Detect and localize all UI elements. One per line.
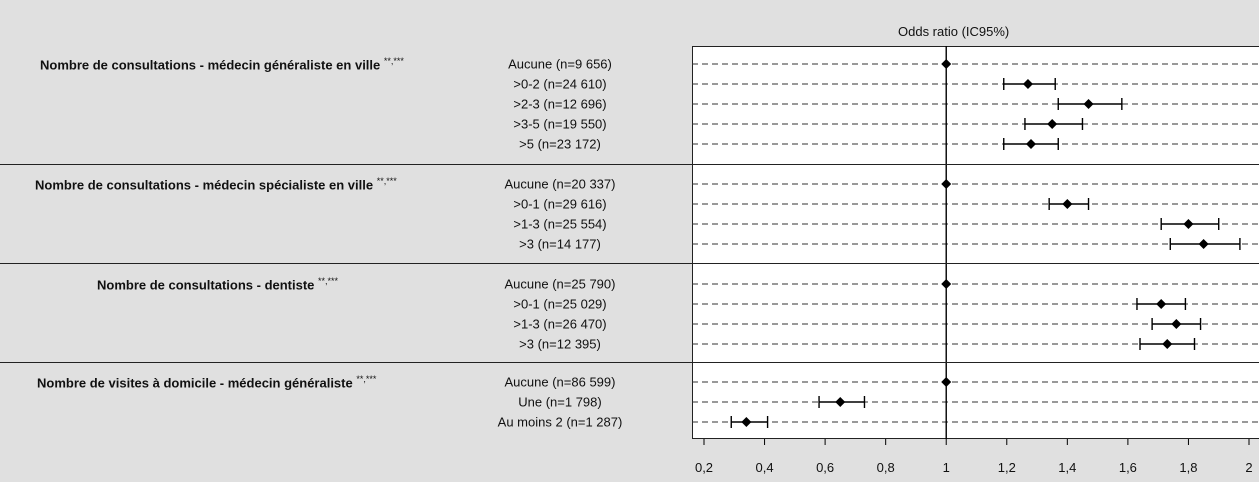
category-label: >5 (n=23 172) [519, 136, 601, 152]
x-tick-label: 2 [1245, 460, 1253, 475]
odds-ratio-point [1198, 239, 1209, 249]
group-label: Nombre de consultations - médecin spécia… [35, 176, 397, 192]
odds-ratio-point [1183, 219, 1194, 229]
group-label-text: Nombre de consultations - médecin spécia… [35, 177, 377, 193]
odds-ratio-point [941, 179, 952, 189]
category-label: >0-1 (n=25 029) [513, 296, 607, 312]
x-tick-label: 0,2 [694, 460, 714, 475]
significance-marker: **,*** [356, 374, 377, 384]
group-label-text: Nombre de consultations - dentiste [97, 277, 319, 293]
odds-ratio-point [741, 417, 752, 427]
axis-title: Odds ratio (IC95%) [898, 24, 1010, 39]
odds-ratio-point [1162, 339, 1173, 349]
odds-ratio-point [1026, 139, 1036, 149]
significance-marker: **,*** [383, 56, 404, 66]
odds-ratio-point [1022, 79, 1033, 89]
x-tick-label: 0,6 [816, 460, 835, 475]
category-label: >1-3 (n=25 554) [513, 216, 607, 232]
category-label: >3 (n=14 177) [519, 236, 601, 252]
category-label: Aucune (n=20 337) [504, 176, 616, 192]
group-label: Nombre de visites à domicile - médecin g… [37, 374, 376, 390]
x-tick-label: 1 [942, 460, 950, 475]
x-tick-label: 1,8 [1179, 460, 1198, 475]
category-label: Aucune (n=9 656) [508, 56, 612, 72]
group-separator [0, 263, 1259, 264]
category-label: >3-5 (n=19 550) [513, 116, 607, 132]
odds-ratio-point [1047, 119, 1058, 129]
x-tick-label: 1,4 [1058, 460, 1077, 475]
odds-ratio-point [1171, 319, 1182, 329]
x-tick-label: 0,4 [755, 460, 774, 475]
plot-area [692, 46, 1259, 439]
category-label: >0-2 (n=24 610) [513, 76, 607, 92]
odds-ratio-point [1083, 99, 1094, 109]
significance-marker: **,*** [318, 276, 339, 286]
group-separator [0, 164, 1259, 165]
group-label: Nombre de consultations - médecin généra… [40, 56, 404, 72]
x-tick-label: 1,2 [997, 460, 1016, 475]
group-separator [0, 362, 1259, 363]
odds-ratio-point [1156, 299, 1167, 309]
significance-marker: **,*** [376, 176, 397, 186]
category-label: >2-3 (n=12 696) [513, 96, 607, 112]
odds-ratio-point [941, 377, 952, 387]
category-label: >1-3 (n=26 470) [513, 316, 607, 332]
category-label: Une (n=1 798) [518, 394, 602, 410]
odds-ratio-point [1062, 199, 1073, 209]
odds-ratio-point [941, 279, 952, 289]
x-tick-label: 0,8 [876, 460, 895, 475]
category-label: >0-1 (n=29 616) [513, 196, 607, 212]
group-label-text: Nombre de visites à domicile - médecin g… [37, 375, 357, 391]
odds-ratio-point [941, 59, 952, 69]
category-label: Au moins 2 (n=1 287) [497, 414, 623, 430]
category-label: >3 (n=12 395) [519, 336, 601, 352]
group-label: Nombre de consultations - dentiste **,**… [97, 276, 338, 292]
x-tick-label: 1,6 [1118, 460, 1137, 475]
category-label: Aucune (n=25 790) [504, 276, 616, 292]
group-label-text: Nombre de consultations - médecin généra… [40, 57, 384, 73]
category-label: Aucune (n=86 599) [504, 374, 616, 390]
odds-ratio-point [835, 397, 846, 407]
